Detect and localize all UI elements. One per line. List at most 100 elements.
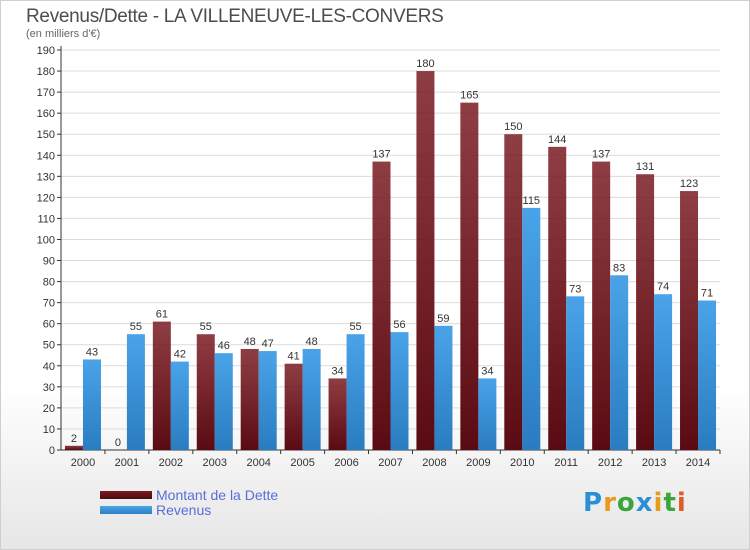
y-tick-label: 70 <box>43 298 55 310</box>
y-tick-label: 40 <box>43 361 55 373</box>
bar-dette <box>504 134 523 451</box>
bar-revenus <box>566 296 585 450</box>
proxiti-logo: Proxiti <box>583 488 687 518</box>
data-label-dette: 180 <box>416 58 434 70</box>
data-label-dette: 41 <box>288 351 300 363</box>
bar-dette <box>152 321 171 450</box>
x-tick-label: 2004 <box>246 457 270 469</box>
x-tick-label: 2014 <box>686 457 710 469</box>
x-tick-label: 2007 <box>378 457 402 469</box>
data-label-revenus: 73 <box>569 283 581 295</box>
legend-item-revenus: Revenus <box>100 501 278 518</box>
data-label-dette: 137 <box>372 149 390 161</box>
bar-dette <box>592 161 611 450</box>
y-tick-label: 0 <box>49 445 55 457</box>
bar-revenus <box>610 275 629 450</box>
bar-revenus <box>346 334 365 450</box>
data-label-dette: 48 <box>244 336 256 348</box>
bar-revenus <box>698 300 717 450</box>
legend-label-revenus: Revenus <box>156 501 212 518</box>
chart-title: Revenus/Dette - LA VILLENEUVE-LES-CONVER… <box>26 6 444 27</box>
legend-swatch-dette <box>100 490 152 499</box>
y-tick-label: 120 <box>37 192 55 204</box>
y-tick-label: 150 <box>37 129 55 141</box>
bar-dette <box>372 161 391 450</box>
data-label-dette: 61 <box>156 309 168 321</box>
y-tick-label: 100 <box>37 234 55 246</box>
y-tick-label: 20 <box>43 403 55 415</box>
x-tick-label: 2000 <box>71 457 95 469</box>
x-tick-label: 2008 <box>422 457 446 469</box>
data-label-dette: 34 <box>331 365 343 377</box>
bar-dette <box>328 378 347 450</box>
bar-revenus <box>522 207 541 450</box>
data-label-dette: 55 <box>200 321 212 333</box>
bar-revenus <box>478 378 497 450</box>
y-tick-label: 140 <box>37 150 55 162</box>
bar-revenus <box>302 348 321 450</box>
y-tick-label: 110 <box>37 213 55 225</box>
data-label-dette: 137 <box>592 149 610 161</box>
bar-revenus <box>654 294 673 450</box>
legend-swatch-revenus <box>100 505 152 514</box>
data-label-revenus: 48 <box>306 336 318 348</box>
bar-dette <box>64 445 83 450</box>
x-tick-label: 2011 <box>554 457 578 469</box>
legend-label-dette: Montant de la Dette <box>156 486 279 503</box>
bar-revenus <box>434 325 453 450</box>
x-tick-label: 2005 <box>290 457 314 469</box>
legend: Montant de la Dette Revenus <box>100 486 279 518</box>
legend-item-dette: Montant de la Dette <box>100 486 279 503</box>
x-tick-label: 2013 <box>642 457 666 469</box>
data-label-revenus: 43 <box>86 346 98 358</box>
bar-dette <box>284 363 303 450</box>
y-tick-label: 90 <box>43 256 55 268</box>
y-tick-label: 50 <box>43 340 55 352</box>
bar-revenus <box>82 359 101 450</box>
data-label-revenus: 74 <box>657 281 669 293</box>
bar-dette <box>460 102 479 450</box>
x-tick-label: 2002 <box>159 457 183 469</box>
data-label-revenus: 115 <box>523 195 541 207</box>
data-label-revenus: 56 <box>393 319 405 331</box>
data-label-dette: 150 <box>504 121 522 133</box>
data-label-revenus: 59 <box>437 313 449 325</box>
x-tick-label: 2010 <box>510 457 534 469</box>
chart-subtitle: (en milliers d'€) <box>26 28 101 40</box>
x-tick-label: 2003 <box>203 457 227 469</box>
data-label-dette: 0 <box>115 437 121 449</box>
bar-dette <box>680 191 699 451</box>
data-label-dette: 131 <box>636 161 654 173</box>
y-tick-label: 60 <box>43 319 55 331</box>
data-label-revenus: 55 <box>349 321 361 333</box>
data-label-dette: 165 <box>460 90 478 102</box>
bar-revenus <box>390 332 409 450</box>
x-tick-label: 2006 <box>334 457 358 469</box>
y-tick-label: 10 <box>43 424 55 436</box>
data-label-revenus: 55 <box>130 321 142 333</box>
data-label-revenus: 34 <box>481 365 493 377</box>
y-tick-label: 180 <box>37 66 55 78</box>
bar-revenus <box>126 334 145 450</box>
data-label-dette: 144 <box>548 134 566 146</box>
y-tick-label: 130 <box>37 171 55 183</box>
y-tick-label: 170 <box>37 87 55 99</box>
bar-dette <box>416 71 435 450</box>
bar-dette <box>636 174 655 451</box>
x-tick-label: 2012 <box>598 457 622 469</box>
data-label-revenus: 71 <box>701 288 713 300</box>
bar-revenus <box>258 351 277 450</box>
y-tick-label: 160 <box>37 108 55 120</box>
data-label-dette: 2 <box>71 433 77 445</box>
y-tick-label: 190 <box>37 45 55 57</box>
x-tick-label: 2001 <box>115 457 139 469</box>
x-tick-label: 2009 <box>466 457 490 469</box>
bar-revenus <box>170 361 189 450</box>
data-label-revenus: 83 <box>613 262 625 274</box>
bar-dette <box>240 348 259 450</box>
bar-revenus <box>214 353 233 450</box>
data-label-revenus: 47 <box>262 338 274 350</box>
data-label-revenus: 46 <box>218 340 230 352</box>
y-tick-label: 80 <box>43 277 55 289</box>
